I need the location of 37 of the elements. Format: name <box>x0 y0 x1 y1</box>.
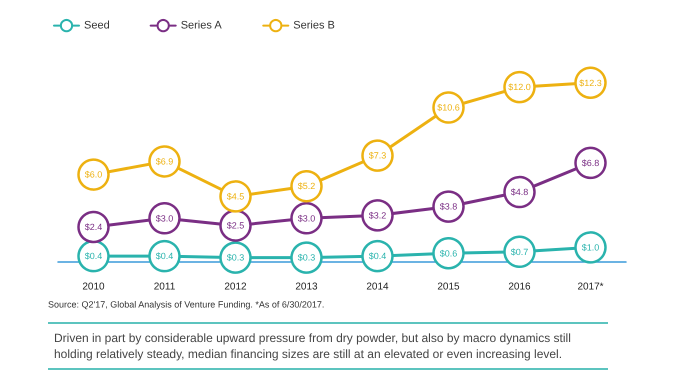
x-tick-label: 2016 <box>508 282 532 292</box>
legend-label: Series A <box>180 20 222 32</box>
data-label: $3.8 <box>440 202 458 212</box>
x-tick-label: 2014 <box>366 282 390 292</box>
source-note: Source: Q2'17, Global Analysis of Venture Funding. *As of 6/30/2017. <box>48 300 324 310</box>
data-label: $2.5 <box>226 220 244 231</box>
data-label: $3.0 <box>156 213 174 224</box>
data-label: $7.3 <box>368 150 386 161</box>
legend-label: Series B <box>293 20 335 32</box>
data-label: $0.4 <box>156 251 174 262</box>
data-label: $0.4 <box>84 251 102 262</box>
data-label: $6.8 <box>582 158 600 168</box>
data-label: $10.6 <box>437 102 460 113</box>
data-label: $0.6 <box>440 248 458 258</box>
data-label: $2.4 <box>84 222 102 232</box>
data-label: $12.3 <box>579 78 602 88</box>
data-label: $0.4 <box>368 251 386 262</box>
data-label: $5.2 <box>298 181 316 192</box>
data-label: $4.8 <box>510 187 528 198</box>
x-tick-label: 2017* <box>577 282 604 292</box>
data-label: $0.7 <box>510 246 528 257</box>
data-label: $12.0 <box>508 82 531 92</box>
data-label: $3.2 <box>368 210 386 220</box>
x-tick-label: 2015 <box>437 282 460 292</box>
x-tick-label: 2010 <box>82 282 106 292</box>
legend-label: Seed <box>84 20 110 32</box>
text: Driven in part by considerable upward pressure from dry powder, but also by macro dynamics still holding relatively steady, median financing sizes are still at an elevated or even increasing level. <box>54 331 574 361</box>
data-label: $3.0 <box>298 213 316 224</box>
x-tick-label: 2013 <box>295 282 318 292</box>
x-tick-label: 2012 <box>224 282 248 292</box>
data-label: $0.3 <box>226 252 244 263</box>
data-label: $1.0 <box>582 242 600 252</box>
data-label: $4.5 <box>226 191 244 202</box>
data-label: $6.9 <box>156 156 174 166</box>
data-label: $6.0 <box>84 170 102 180</box>
x-tick-label: 2011 <box>154 282 176 292</box>
data-label: $0.3 <box>298 252 316 263</box>
